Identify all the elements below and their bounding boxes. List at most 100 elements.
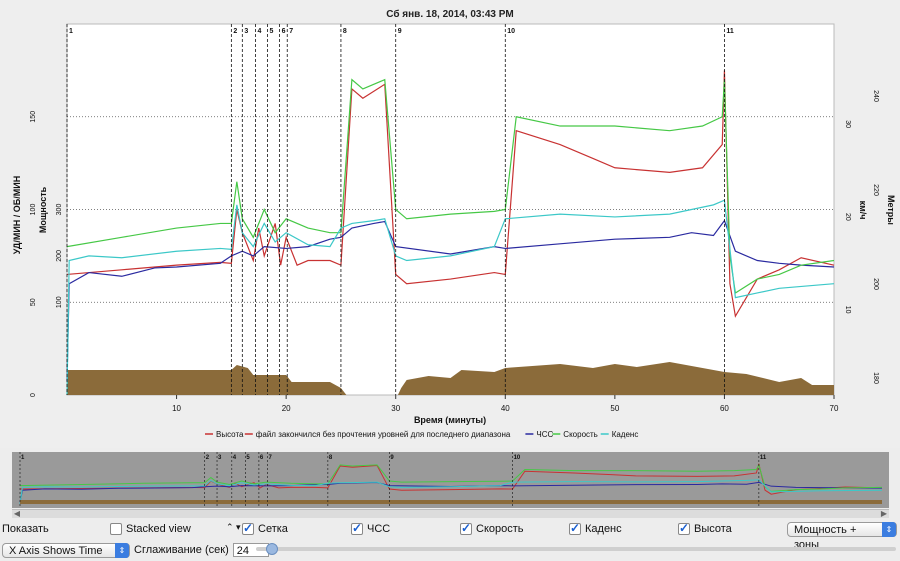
interval-marker-label: 5 xyxy=(270,28,274,35)
interval-marker-label: 10 xyxy=(507,28,515,35)
altitude-area-fill xyxy=(67,362,834,395)
legend-item: Высота xyxy=(216,430,244,439)
interval-marker-label: 4 xyxy=(257,28,261,35)
overview-altitude xyxy=(20,500,882,504)
stacked-view-toggle[interactable]: Stacked view xyxy=(110,523,191,535)
zones-dropdown[interactable]: Мощность + зоны ⇕ xyxy=(787,522,897,551)
cadence-toggle[interactable]: Каденс xyxy=(569,521,622,535)
overview-marker-label: 10 xyxy=(514,455,521,461)
stacked-view-label: Stacked view xyxy=(126,523,191,535)
hr-label: ЧСС xyxy=(367,523,391,535)
scroll-left-arrow-icon[interactable]: ◀ xyxy=(13,509,21,518)
hr-checkbox[interactable] xyxy=(351,521,363,535)
x-tick-label: 20 xyxy=(282,404,291,413)
power-tick-label: 300 xyxy=(56,204,63,216)
legend-item: ЧСС xyxy=(536,430,553,439)
x-tick-label: 70 xyxy=(830,404,839,413)
altitude-tick-label: 240 xyxy=(872,90,879,102)
show-label-group: Показать xyxy=(2,523,49,535)
power-tick-label: 200 xyxy=(56,250,63,262)
overview-marker-label: 4 xyxy=(233,455,237,461)
legend-item: Каденс xyxy=(612,430,639,439)
speed-tick-label: 20 xyxy=(844,213,851,221)
ride-chart-svg: Сб янв. 18, 2014, 03:43 PM 1 2 3 4 5 6 7 8 9 10 11… xyxy=(12,8,896,439)
overview-background xyxy=(12,452,889,508)
grid-label: Сетка xyxy=(258,523,288,535)
overview-marker-label: 7 xyxy=(269,455,273,461)
y-axis-label-power: Мощность xyxy=(38,186,48,233)
smoothing-slider[interactable] xyxy=(256,543,896,555)
speed-label: Скорость xyxy=(476,523,524,535)
ride-chart[interactable]: Сб янв. 18, 2014, 03:43 PM 1 2 3 4 5 6 7 8 9 10 11… xyxy=(0,0,900,448)
smoothing-group: Сглаживание (сек) 24 xyxy=(134,543,269,557)
axis-select-label: X Axis Shows Time xyxy=(9,545,103,557)
interval-marker-label: 7 xyxy=(289,28,293,35)
zones-select[interactable]: Мощность + зоны ⇕ xyxy=(787,522,897,551)
grid-toggle[interactable]: Сетка xyxy=(242,521,288,535)
controls-bar: Показать Stacked view ⌃ ▾ Сетка ЧСС Скор… xyxy=(0,517,900,561)
overview-marker-label: 3 xyxy=(218,455,222,461)
overview-series-Каденс xyxy=(19,479,883,505)
overview-marker-label: 2 xyxy=(206,455,210,461)
power-tick-label: 100 xyxy=(56,296,63,308)
interval-marker-label: 3 xyxy=(244,28,248,35)
cadence-checkbox[interactable] xyxy=(569,521,581,535)
altitude-checkbox[interactable] xyxy=(678,521,690,535)
hr-tick-label: 100 xyxy=(30,204,37,216)
altitude-label: Высота xyxy=(694,523,732,535)
series-line-ЧСС xyxy=(66,219,835,382)
x-tick-label: 50 xyxy=(610,404,619,413)
interval-marker-label: 11 xyxy=(726,28,734,35)
grid-checkbox[interactable] xyxy=(242,521,254,535)
chevron-updown-icon: ⇕ xyxy=(882,522,896,537)
y-axis-label-altitude: Метры xyxy=(886,195,896,225)
overview-marker-label: 9 xyxy=(390,455,394,461)
grid xyxy=(67,116,834,303)
axes: 10 20 30 40 50 60 70 0 50 100 150 100 200 300 10 20 30 18… xyxy=(30,90,879,413)
stacked-view-checkbox[interactable] xyxy=(110,523,122,535)
hr-tick-label: 0 xyxy=(30,393,37,397)
hr-toggle[interactable]: ЧСС xyxy=(351,521,391,535)
cadence-label: Каденс xyxy=(585,523,622,535)
interval-marker-label: 2 xyxy=(233,28,237,35)
overview-marker-label: 5 xyxy=(246,455,250,461)
smoothing-slider-knob[interactable] xyxy=(266,543,278,555)
series-line-Каденс xyxy=(66,199,835,396)
chevron-updown-icon: ⇕ xyxy=(115,543,129,558)
legend: Высота файл закончился без прочтения уров… xyxy=(205,430,638,439)
altitude-area xyxy=(67,362,834,395)
hr-tick-label: 50 xyxy=(30,298,37,306)
y-axis-label-left: УД/МИН / ОБ/МИН xyxy=(12,176,22,254)
overview-marker-label: 11 xyxy=(760,455,767,461)
interval-markers: 1 2 3 4 5 6 7 8 9 10 11 xyxy=(66,24,734,395)
altitude-toggle[interactable]: Высота xyxy=(678,521,732,535)
speed-checkbox[interactable] xyxy=(460,521,472,535)
altitude-tick-label: 220 xyxy=(872,184,879,196)
x-tick-label: 60 xyxy=(720,404,729,413)
show-label: Показать xyxy=(2,523,49,535)
altitude-tick-label: 200 xyxy=(872,278,879,290)
interval-marker-label: 6 xyxy=(282,28,286,35)
grid-dropdown-arrows-icon[interactable]: ⌃ ▾ xyxy=(226,522,241,532)
interval-marker-label: 1 xyxy=(69,28,73,35)
speed-tick-label: 30 xyxy=(844,120,851,128)
x-tick-label: 30 xyxy=(391,404,400,413)
hr-tick-label: 150 xyxy=(30,111,37,123)
overview-navigator[interactable]: 1 2 3 4 5 6 7 8 9 10 11 xyxy=(12,452,889,508)
scroll-right-arrow-icon[interactable]: ▶ xyxy=(880,509,888,518)
interval-marker-label: 8 xyxy=(343,28,347,35)
overview-scrollbar[interactable]: ◀ ▶ xyxy=(12,509,889,518)
x-axis-label: Время (минуты) xyxy=(414,415,486,425)
x-tick-label: 10 xyxy=(172,404,181,413)
chart-title: Сб янв. 18, 2014, 03:43 PM xyxy=(386,8,513,20)
axis-dropdown[interactable]: X Axis Shows Time ⇕ xyxy=(2,543,130,558)
speed-tick-label: 10 xyxy=(844,306,851,314)
interval-marker-label: 9 xyxy=(398,28,402,35)
legend-item: файл закончился без прочтения уровней дл… xyxy=(256,430,511,439)
smoothing-label: Сглаживание (сек) xyxy=(134,544,229,556)
speed-toggle[interactable]: Скорость xyxy=(460,521,524,535)
legend-item: Скорость xyxy=(563,430,598,439)
overview-marker-label: 6 xyxy=(260,455,264,461)
axis-select[interactable]: X Axis Shows Time ⇕ xyxy=(2,543,130,558)
overview-marker-label: 1 xyxy=(21,455,25,461)
